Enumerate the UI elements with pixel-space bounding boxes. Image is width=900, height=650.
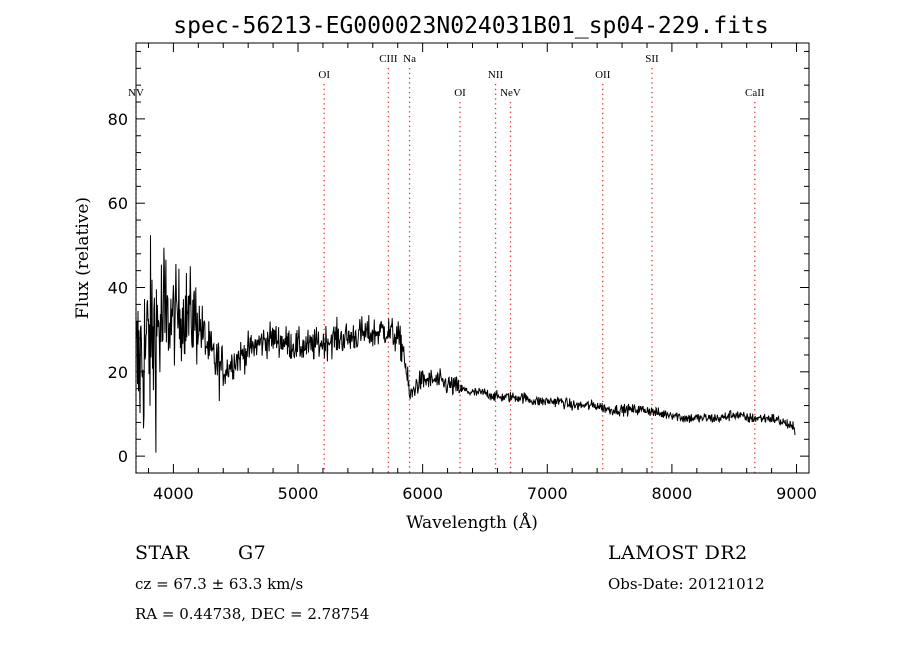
observation-date: Obs-Date: 20121012 xyxy=(608,575,765,593)
spectral-line-label: CaII xyxy=(745,87,765,99)
spectral-line-label: CIII xyxy=(379,53,398,65)
x-tick-label: 9000 xyxy=(776,484,817,503)
x-tick-label: 4000 xyxy=(153,484,194,503)
y-tick-label: 40 xyxy=(108,279,128,298)
x-tick-label: 6000 xyxy=(402,484,443,503)
spectral-line-label: OI xyxy=(318,69,330,81)
plot-frame xyxy=(135,42,810,474)
object-class: STAR xyxy=(135,542,190,564)
spectral-line-label: OI xyxy=(454,87,466,99)
spectral-line-label: NII xyxy=(488,69,504,81)
series-layer xyxy=(135,235,796,453)
spectral-line-label: SII xyxy=(645,53,659,65)
y-axis-label: Flux (relative) xyxy=(73,197,93,319)
spectral-line-label: Na xyxy=(403,53,416,65)
chart-title: spec-56213-EG000023N024031B01_sp04-229.f… xyxy=(173,13,768,39)
axes-layer: 4000 5000 6000 7000 8000 9000 0 20 40 60 80 xyxy=(108,43,817,503)
y-tick-label: 0 xyxy=(118,447,128,466)
y-tick-label: 80 xyxy=(108,110,128,129)
x-tick-label: 8000 xyxy=(652,484,693,503)
y-tick-label: 20 xyxy=(108,363,128,382)
spectral-line-label: OII xyxy=(595,69,611,81)
x-tick-label: 7000 xyxy=(527,484,568,503)
redshift-text: cz = 67.3 ± 63.3 km/s xyxy=(135,575,304,593)
x-tick-label: 5000 xyxy=(278,484,319,503)
spectral-line-label: NeV xyxy=(500,87,521,99)
y-tick-label: 60 xyxy=(108,194,128,213)
x-axis-label: Wavelength (Å) xyxy=(406,512,538,533)
spectrum-series-line xyxy=(135,235,796,453)
survey-name: LAMOST DR2 xyxy=(608,542,748,564)
object-subclass: G7 xyxy=(238,542,267,564)
coordinates-text: RA = 0.44738, DEC = 2.78754 xyxy=(135,605,370,623)
